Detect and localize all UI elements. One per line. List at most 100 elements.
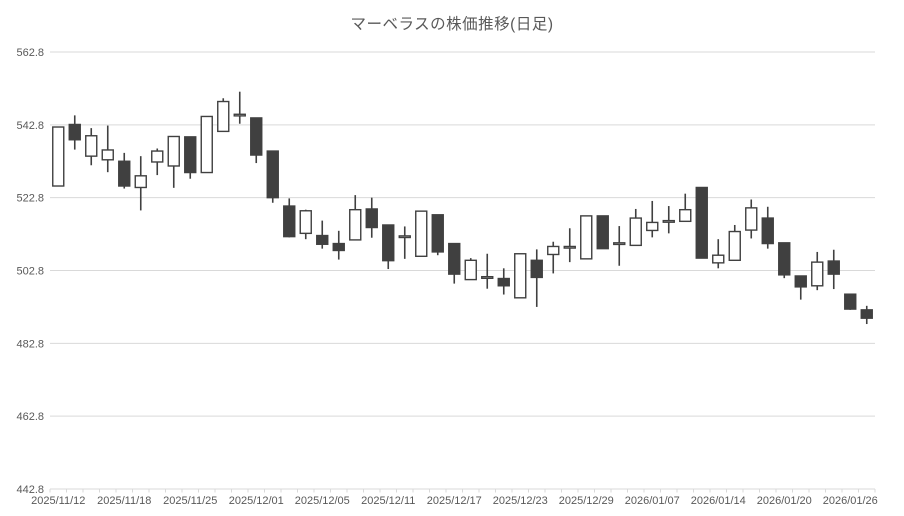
candlestick-up [85, 128, 98, 166]
candle-body [217, 100, 230, 133]
candle-body [316, 234, 329, 245]
candlestick-down [266, 150, 279, 203]
candle-body [382, 224, 395, 262]
candle-body [547, 245, 560, 256]
candle-body [299, 210, 312, 235]
candle-body [332, 242, 345, 252]
candle-body [68, 123, 81, 141]
candlestick-up [613, 226, 626, 266]
candle-body [629, 217, 642, 247]
x-axis-ticks [49, 489, 876, 493]
candlestick-up [712, 239, 725, 269]
candlestick-up [200, 115, 213, 174]
candlestick-down [497, 268, 510, 295]
candlestick-down [332, 230, 345, 260]
candle-body [134, 175, 147, 189]
candle-body [415, 210, 428, 257]
candlestick-down [382, 224, 395, 270]
candle-body [398, 235, 411, 239]
candle-body [745, 207, 758, 231]
candle-body [431, 214, 444, 253]
candlestick-up [167, 135, 180, 188]
x-axis-labels: 2025/11/12 2025/11/18 2025/11/25 2025/12/01… [31, 495, 878, 507]
candlestick-down [530, 249, 543, 307]
candle-body [151, 150, 164, 163]
candlestick-up [745, 199, 758, 239]
candle-body [167, 135, 180, 167]
y-axis-tick-label: 502.8 [16, 266, 44, 278]
y-axis-labels: 562.8 542.8 522.8 502.8 482.8 462.8 442.8 [16, 47, 44, 496]
x-axis-tick-label: 2025/12/01 [229, 495, 284, 507]
candlestick-down [860, 305, 873, 325]
candlestick-up [349, 195, 362, 241]
gridlines [50, 51, 875, 490]
candlestick-series [52, 91, 873, 325]
candlestick-down [316, 220, 329, 249]
candle-body [712, 254, 725, 264]
x-axis-tick-label: 2025/12/29 [559, 495, 614, 507]
candle-body [464, 259, 477, 281]
candle-body [349, 208, 362, 241]
candlestick-down [250, 117, 263, 164]
candlestick-up [151, 148, 164, 176]
candlestick-up [629, 208, 642, 247]
y-axis-tick-label: 462.8 [16, 411, 44, 423]
candlestick-up [101, 125, 114, 173]
candlestick-down [761, 206, 774, 249]
candlestick-down [184, 136, 197, 179]
candle-body [662, 219, 675, 223]
candle-body [530, 259, 543, 279]
candlestick-down [68, 115, 81, 150]
candlestick-up [299, 209, 312, 240]
x-axis-tick-label: 2025/11/18 [97, 495, 151, 507]
candlestick-down [365, 197, 378, 238]
x-axis-tick-label: 2026/01/14 [691, 495, 746, 507]
candlestick-up [233, 91, 246, 124]
candle-body [778, 242, 791, 276]
x-axis-tick-label: 2025/12/05 [295, 495, 350, 507]
candle-body [695, 186, 708, 259]
candle-body [250, 117, 263, 156]
candlestick-up [217, 98, 230, 133]
candle-body [101, 149, 114, 161]
candlestick-up [547, 241, 560, 274]
candlestick-up [415, 210, 428, 257]
candlestick-down [431, 214, 444, 256]
x-axis-tick-label: 2025/11/12 [31, 495, 85, 507]
candle-body [761, 217, 774, 245]
x-axis-tick-label: 2025/12/17 [427, 495, 482, 507]
x-axis-tick-label: 2025/11/25 [163, 495, 217, 507]
candlestick-up [134, 156, 147, 211]
candlestick-down [794, 275, 807, 300]
candle-body [118, 160, 131, 187]
candle-body [85, 135, 98, 157]
chart-title: マーベラスの株価推移(日足) [350, 16, 554, 33]
candlestick-down [118, 152, 131, 189]
candlestick-down [844, 293, 857, 310]
candle-body [283, 205, 296, 238]
candlestick-down [283, 198, 296, 238]
candlestick-up [728, 224, 741, 262]
y-axis-tick-label: 522.8 [16, 193, 44, 205]
candlestick-up [811, 251, 824, 291]
candlestick-up [514, 253, 527, 299]
candlestick-up [481, 253, 494, 289]
candlestick-down [778, 242, 791, 279]
candle-body [860, 309, 873, 319]
candle-body [613, 242, 626, 246]
y-axis-tick-label: 482.8 [16, 338, 44, 350]
candlestick-up [679, 193, 692, 223]
candle-body [448, 242, 461, 275]
candle-body [365, 208, 378, 229]
y-axis-tick-label: 442.8 [16, 484, 44, 496]
candle-body [563, 245, 576, 249]
candlestick-down [827, 249, 840, 290]
candle-body [679, 208, 692, 223]
candle-body [514, 253, 527, 299]
candlestick-up [662, 206, 675, 234]
candle-body [811, 261, 824, 287]
candlestick-up [646, 200, 659, 238]
x-axis-tick-label: 2026/01/07 [625, 495, 680, 507]
